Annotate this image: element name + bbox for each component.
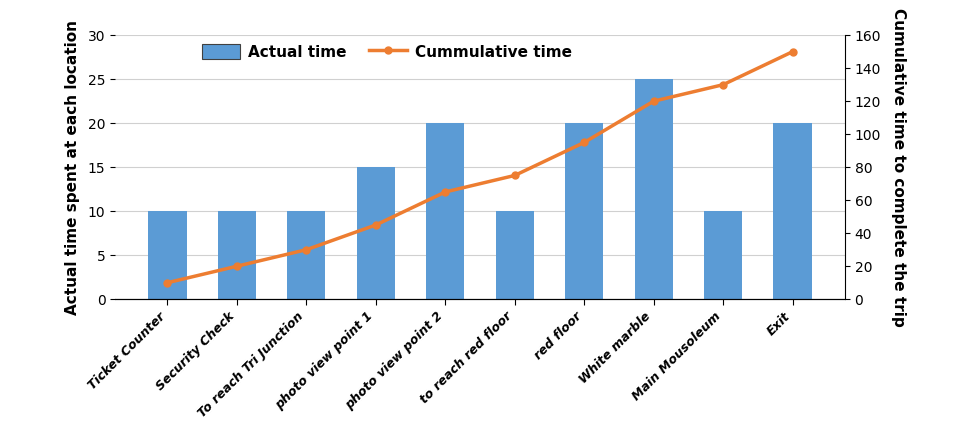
Bar	[287, 211, 325, 299]
Bar	[635, 79, 673, 299]
Bar	[149, 211, 186, 299]
Bar	[704, 211, 742, 299]
Bar	[565, 123, 603, 299]
Y-axis label: Cumulative time to complete the trip: Cumulative time to complete the trip	[891, 8, 906, 326]
Bar	[774, 123, 811, 299]
Legend: Actual time, Cummulative time: Actual time, Cummulative time	[196, 37, 578, 66]
Bar	[218, 211, 256, 299]
Y-axis label: Actual time spent at each location: Actual time spent at each location	[64, 20, 80, 315]
Bar	[357, 167, 395, 299]
Bar	[426, 123, 465, 299]
Bar	[495, 211, 534, 299]
